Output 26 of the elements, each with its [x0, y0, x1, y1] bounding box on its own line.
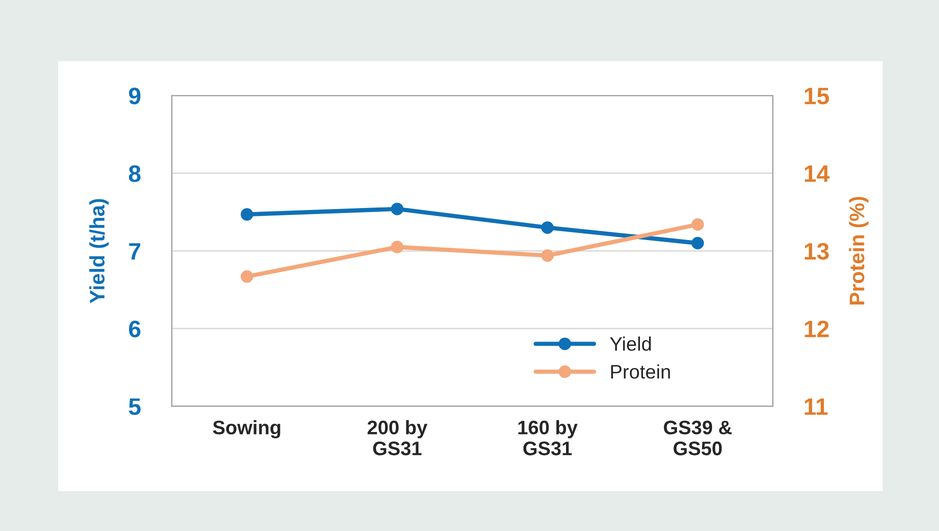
y-tick-label: 7	[129, 243, 140, 260]
y2-tick-label: 14	[804, 166, 830, 182]
y2-tick-label: 13	[804, 242, 829, 260]
point	[691, 236, 704, 250]
legend-label: Protein	[611, 364, 670, 379]
y-tick-label: 6	[129, 320, 140, 338]
y2-axis-title: Protein (%)	[849, 196, 868, 304]
x-tick-label: 200 by GS31	[368, 420, 428, 456]
point	[240, 208, 254, 221]
point	[541, 249, 554, 262]
legend-label: Yield	[610, 336, 651, 351]
y-tick-label: 8	[128, 165, 141, 182]
y-axis-title: Yield (t/ha)	[89, 199, 109, 304]
x-tick-label: Sowing	[212, 420, 280, 438]
point	[691, 218, 704, 231]
point	[390, 240, 404, 254]
point	[541, 221, 554, 234]
point	[240, 270, 254, 283]
point	[390, 202, 404, 216]
y2-tick-label: 11	[804, 398, 828, 415]
x-tick-label: 160 by GS31	[518, 420, 578, 456]
y-tick-label: 5	[128, 398, 141, 416]
y-tick-label: 9	[128, 88, 140, 104]
y2-tick-label: 15	[804, 88, 829, 104]
y2-tick-label: 12	[804, 320, 829, 338]
x-tick-label: GS39 & GS50	[664, 420, 732, 456]
